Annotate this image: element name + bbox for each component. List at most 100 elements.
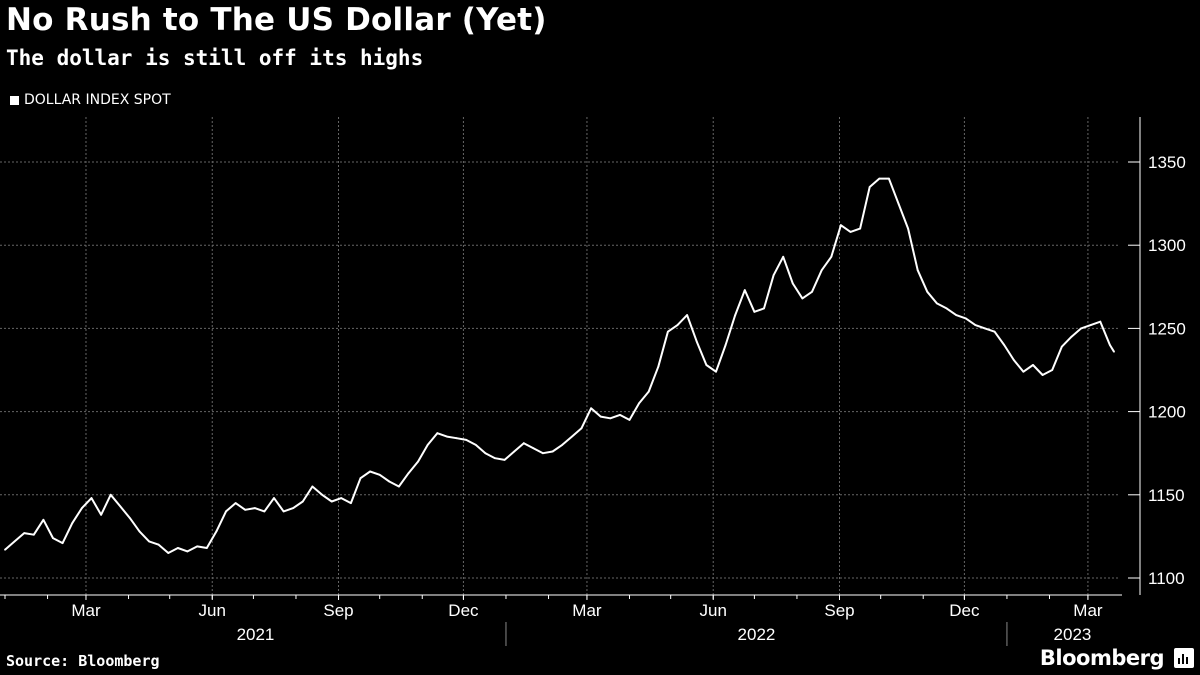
data-point: [801, 297, 804, 300]
data-point: [936, 302, 938, 305]
year-label: 2021: [237, 625, 275, 644]
data-point: [407, 472, 410, 475]
data-point: [763, 307, 765, 310]
data-point: [955, 314, 958, 316]
x-tick-label: Mar: [1073, 601, 1103, 620]
data-point: [177, 547, 179, 549]
data-point: [4, 548, 6, 551]
data-point: [811, 290, 813, 293]
data-point: [676, 324, 679, 326]
data-point: [321, 493, 323, 496]
data-point: [743, 289, 746, 291]
data-point: [532, 447, 535, 450]
data-point: [71, 522, 74, 524]
data-point: [417, 460, 419, 463]
x-tick-label: Jun: [700, 601, 727, 620]
data-point: [196, 545, 199, 548]
data-point: [599, 415, 602, 418]
data-point: [657, 365, 660, 368]
y-tick-label: 1100: [1148, 569, 1185, 588]
data-point: [590, 407, 592, 410]
data-point: [542, 452, 544, 455]
data-point: [849, 231, 852, 233]
y-tick-label: 1250: [1148, 319, 1186, 338]
y-tick-label: 1200: [1148, 403, 1186, 422]
data-point: [1022, 370, 1025, 373]
data-point: [23, 532, 26, 534]
data-point: [369, 470, 371, 473]
data-point: [753, 310, 756, 313]
data-point: [964, 317, 967, 320]
data-point: [446, 435, 448, 438]
data-point: [1099, 320, 1102, 323]
data-point: [628, 419, 631, 421]
data-point: [1041, 374, 1044, 376]
legend-label: DOLLAR INDEX SPOT: [24, 92, 171, 108]
data-point: [205, 547, 208, 549]
data-point: [686, 314, 688, 316]
data-point: [359, 477, 362, 480]
data-point: [398, 485, 400, 488]
data-point: [90, 497, 93, 499]
data-point: [1003, 344, 1006, 346]
series-line-dollar-index: [4, 177, 1115, 554]
data-point: [859, 227, 861, 230]
data-point: [1080, 327, 1082, 330]
data-point: [465, 439, 468, 441]
data-point: [580, 427, 583, 430]
data-point: [1070, 335, 1073, 338]
data-point: [61, 542, 64, 544]
x-tick-label: Dec: [949, 601, 980, 620]
data-point: [791, 282, 794, 285]
data-point: [100, 513, 102, 516]
x-tick-label: Dec: [448, 601, 479, 620]
x-tick-label: Jun: [199, 601, 226, 620]
y-tick-label: 1300: [1148, 236, 1186, 255]
data-point: [974, 324, 977, 326]
data-point: [609, 417, 612, 420]
y-tick-label: 1350: [1148, 153, 1186, 172]
data-point: [561, 444, 564, 446]
data-point: [119, 505, 122, 508]
data-point: [1012, 359, 1015, 361]
bloomberg-chart-icon: [1174, 648, 1194, 668]
data-point: [52, 537, 54, 539]
data-point: [1060, 345, 1063, 348]
legend-swatch: [10, 95, 19, 105]
data-point: [724, 344, 727, 346]
data-point: [907, 227, 909, 230]
data-point: [148, 540, 151, 543]
data-point: [503, 459, 506, 461]
data-point: [253, 507, 256, 509]
bloomberg-logo: Bloomberg: [1039, 646, 1165, 670]
data-point: [1089, 324, 1092, 326]
data-point: [667, 330, 669, 333]
data-point: [109, 493, 112, 496]
data-point: [340, 497, 343, 499]
data-point: [301, 500, 304, 503]
data-point: [129, 517, 131, 519]
data-point: [984, 327, 986, 330]
chart-subtitle: The dollar is still off its highs: [6, 46, 424, 70]
data-point: [494, 457, 496, 460]
data-point: [993, 330, 996, 333]
data-point: [167, 552, 170, 554]
data-point: [897, 202, 900, 205]
data-point: [945, 307, 948, 310]
data-point: [32, 533, 35, 536]
data-point: [715, 370, 717, 373]
data-point: [350, 502, 352, 504]
data-point: [926, 290, 929, 293]
data-point: [1032, 364, 1034, 366]
data-point: [1109, 344, 1111, 346]
data-point: [225, 510, 227, 513]
data-point: [13, 540, 16, 543]
data-point: [474, 444, 477, 446]
year-label: 2023: [1054, 625, 1092, 644]
data-point: [436, 432, 439, 435]
legend: DOLLAR INDEX SPOT: [10, 92, 171, 108]
source-note: Source: Bloomberg: [6, 652, 160, 670]
data-point: [840, 224, 842, 227]
data-point: [820, 269, 823, 272]
data-point: [772, 274, 775, 277]
